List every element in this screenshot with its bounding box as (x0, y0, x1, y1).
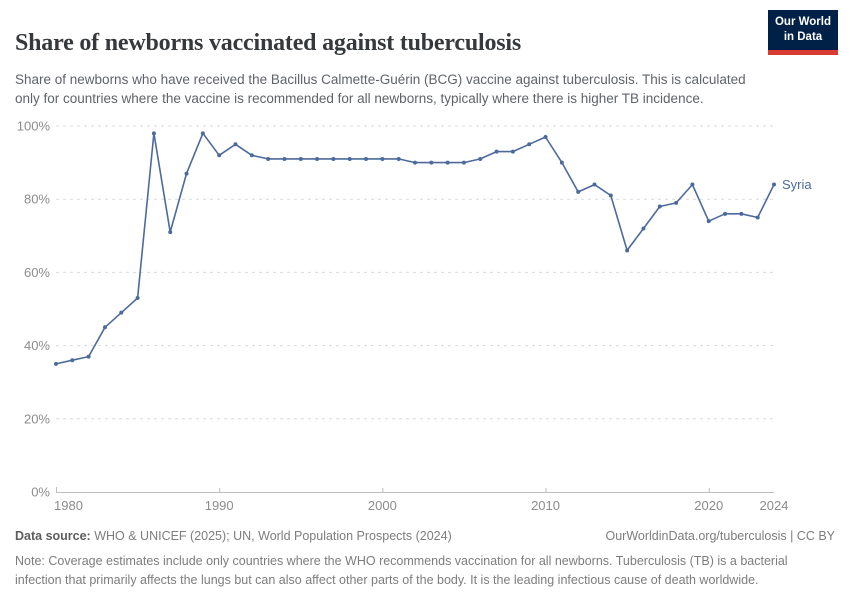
data-point[interactable] (347, 156, 352, 161)
data-point[interactable] (249, 153, 254, 158)
data-point[interactable] (396, 156, 401, 161)
y-axis-label: 80% (24, 192, 50, 207)
data-point[interactable] (429, 160, 434, 165)
data-point[interactable] (135, 296, 140, 301)
owid-citation-link[interactable]: OurWorldinData.org/tuberculosis | CC BY (605, 529, 836, 543)
data-point[interactable] (413, 160, 417, 165)
owid-logo[interactable]: Our World in Data (768, 10, 838, 55)
data-point[interactable] (706, 219, 711, 224)
data-point[interactable] (184, 171, 189, 176)
data-point[interactable] (380, 156, 385, 161)
line-chart-canvas[interactable]: 0% 20% 40% 60% 80% 100% 1980 1990 2000 2010 2020 20… (0, 112, 850, 516)
data-point[interactable] (168, 230, 173, 235)
data-point[interactable] (200, 131, 205, 136)
data-point[interactable] (527, 142, 532, 147)
data-point[interactable] (690, 182, 695, 187)
data-point[interactable] (119, 310, 124, 315)
data-point[interactable] (559, 160, 564, 165)
data-point[interactable] (510, 149, 515, 154)
data-point[interactable] (315, 156, 320, 161)
data-point[interactable] (217, 153, 222, 158)
data-point[interactable] (102, 325, 107, 330)
x-axis-label: 2000 (368, 498, 397, 513)
data-point[interactable] (298, 156, 303, 161)
data-point[interactable] (723, 211, 728, 216)
data-point[interactable] (657, 204, 662, 209)
x-axis-label: 2024 (760, 498, 789, 513)
x-axis-label: 1990 (205, 498, 234, 513)
data-point[interactable] (445, 160, 450, 165)
data-source-text: WHO & UNICEF (2025); UN, World Populatio… (90, 529, 452, 543)
data-point[interactable] (364, 156, 369, 161)
chart-area[interactable]: 0% 20% 40% 60% 80% 100% 1980 1990 2000 2010 2020 20… (0, 112, 850, 516)
x-axis-label: 1980 (54, 498, 83, 513)
data-point[interactable] (576, 189, 581, 194)
entity-end-label[interactable]: Syria (782, 177, 812, 192)
data-point[interactable] (54, 361, 58, 366)
data-source-label: Data source: (15, 529, 91, 543)
note-text: Coverage estimates include only countrie… (15, 554, 788, 587)
data-point[interactable] (151, 131, 156, 136)
y-axis-label: 60% (24, 265, 50, 280)
data-point[interactable] (739, 211, 744, 216)
data-point[interactable] (608, 193, 613, 198)
data-point[interactable] (543, 134, 548, 139)
data-point[interactable] (266, 156, 271, 161)
data-point[interactable] (233, 142, 238, 147)
footer-note: Note: Coverage estimates include only co… (15, 552, 833, 590)
footer: Data source: WHO & UNICEF (2025); UN, Wo… (15, 529, 835, 543)
note-label: Note: (15, 554, 45, 568)
data-point[interactable] (478, 156, 483, 161)
data-point[interactable] (625, 248, 630, 253)
data-point[interactable] (494, 149, 499, 154)
y-axis-label: 20% (24, 411, 50, 426)
x-axis-label: 2010 (531, 498, 560, 513)
data-point[interactable] (70, 358, 75, 363)
data-point[interactable] (755, 215, 760, 220)
data-point[interactable] (461, 160, 466, 165)
data-point[interactable] (641, 226, 646, 231)
data-point[interactable] (772, 182, 776, 187)
owid-logo-line2: in Data (783, 30, 823, 43)
data-point[interactable] (592, 182, 597, 187)
y-axis-label: 100% (17, 119, 51, 134)
data-source: Data source: WHO & UNICEF (2025); UN, Wo… (15, 529, 452, 543)
x-axis-label: 2020 (694, 498, 723, 513)
y-axis-label: 40% (24, 338, 50, 353)
data-point[interactable] (282, 156, 287, 161)
data-line (55, 132, 775, 365)
data-point[interactable] (331, 156, 336, 161)
data-point[interactable] (674, 200, 679, 205)
data-point[interactable] (86, 354, 91, 359)
owid-logo-line1: Our World (774, 16, 831, 28)
y-axis-label: 0% (31, 485, 50, 500)
chart-subtitle: Share of newborns who have received the … (15, 71, 746, 107)
page-title: Share of newborns vaccinated against tub… (15, 30, 522, 57)
